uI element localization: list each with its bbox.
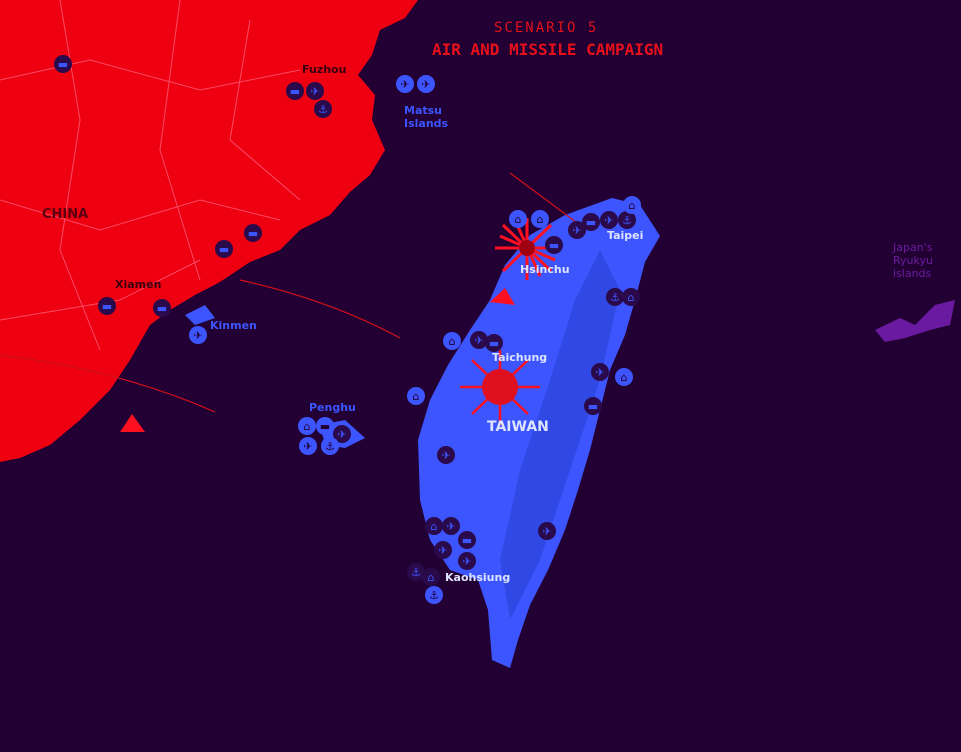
label-matsu-line2: Islands bbox=[404, 117, 449, 130]
strike-burst-hsinchu bbox=[495, 218, 560, 280]
tank-icon: ▬ bbox=[244, 224, 262, 242]
label-penghu: Penghu bbox=[309, 401, 356, 414]
airplane-icon: ✈ bbox=[417, 75, 435, 93]
hangar-icon: ⌂ bbox=[622, 288, 640, 306]
label-kaohsiung: Kaohsiung bbox=[445, 571, 511, 584]
label-ryukyu: Japan's Ryukyu islands bbox=[893, 241, 933, 280]
anchor-icon: ⚓ bbox=[606, 288, 624, 306]
airplane-icon: ✈ bbox=[470, 331, 488, 349]
taiwan-mountains bbox=[500, 250, 620, 620]
china-landmass bbox=[0, 0, 418, 462]
scenario-title: AIR AND MISSILE CAMPAIGN bbox=[432, 40, 664, 59]
anchor-icon: ⚓ bbox=[314, 100, 332, 118]
anchor-icon: ⚓ bbox=[425, 586, 443, 604]
hangar-icon: ⌂ bbox=[615, 368, 633, 386]
tank-icon: ▬ bbox=[286, 82, 304, 100]
fighter-icon: ✈ bbox=[458, 552, 476, 570]
tank-icon: ▬ bbox=[54, 55, 72, 73]
scenario-number: SCENARIO 5 bbox=[494, 20, 599, 36]
label-taichung: Taichung bbox=[492, 351, 548, 364]
label-ryukyu-line3: islands bbox=[893, 267, 932, 280]
tank-icon: ▬ bbox=[485, 334, 503, 352]
airplane-icon: ✈ bbox=[396, 75, 414, 93]
strike-burst-taichung bbox=[460, 350, 540, 425]
hangar-icon: ⌂ bbox=[425, 517, 443, 535]
tank-icon: ▬ bbox=[545, 236, 563, 254]
label-china: CHINA bbox=[42, 207, 89, 222]
label-ryukyu-line1: Japan's bbox=[893, 241, 933, 254]
missile-launch-marker bbox=[120, 414, 145, 432]
hangar-icon: ⌂ bbox=[531, 210, 549, 228]
label-matsu-line1: Matsu bbox=[404, 104, 443, 117]
anchor-icon: ⚓ bbox=[407, 563, 425, 581]
fighter-icon: ✈ bbox=[591, 363, 609, 381]
fighter-icon: ✈ bbox=[437, 446, 455, 464]
fighter-icon: ✈ bbox=[538, 522, 556, 540]
missile-trajectories bbox=[0, 172, 581, 413]
hangar-icon: ⌂ bbox=[298, 417, 316, 435]
airplane-icon: ✈ bbox=[189, 326, 207, 344]
anchor-icon: ⚓ bbox=[321, 437, 339, 455]
hangar-icon: ⌂ bbox=[422, 568, 440, 586]
fighter-icon: ✈ bbox=[306, 82, 324, 100]
anchor-icon: ⚓ bbox=[618, 211, 636, 229]
label-matsu: Matsu Islands bbox=[404, 104, 448, 130]
hangar-icon: ⌂ bbox=[509, 210, 527, 228]
airplane-icon: ✈ bbox=[299, 437, 317, 455]
label-taipei: Taipei bbox=[607, 229, 644, 242]
label-kinmen: Kinmen bbox=[210, 319, 257, 332]
tank-icon: ▬ bbox=[316, 417, 334, 435]
tank-icon: ▬ bbox=[153, 299, 171, 317]
hangar-icon: ⌂ bbox=[443, 332, 461, 350]
label-fuzhou: Fuzhou bbox=[302, 63, 347, 76]
label-taiwan: TAIWAN bbox=[487, 419, 549, 435]
fighter-icon: ✈ bbox=[333, 425, 351, 443]
kinmen-island bbox=[185, 305, 215, 325]
tank-icon: ▬ bbox=[584, 397, 602, 415]
label-hsinchu: Hsinchu bbox=[520, 263, 570, 276]
tank-icon: ▬ bbox=[458, 531, 476, 549]
missile-launch-marker bbox=[490, 288, 515, 305]
tank-icon: ▬ bbox=[98, 297, 116, 315]
label-xiamen: Xiamen bbox=[115, 278, 162, 291]
china-roads bbox=[0, 0, 301, 351]
hangar-icon: ⌂ bbox=[407, 387, 425, 405]
fighter-icon: ✈ bbox=[434, 541, 452, 559]
airplane-icon: ✈ bbox=[568, 221, 586, 239]
fighter-icon: ✈ bbox=[442, 517, 460, 535]
tank-icon: ▬ bbox=[582, 213, 600, 231]
hangar-icon: ⌂ bbox=[623, 196, 641, 214]
ryukyu-islands bbox=[875, 300, 955, 342]
tank-icon: ▬ bbox=[215, 240, 233, 258]
label-ryukyu-line2: Ryukyu bbox=[893, 254, 933, 267]
airplane-icon: ✈ bbox=[600, 211, 618, 229]
